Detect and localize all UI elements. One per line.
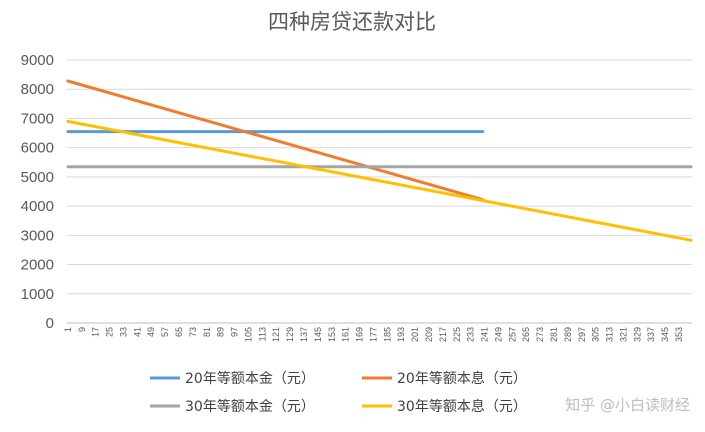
- series-line-4: [66, 119, 693, 242]
- y-tick-label: 7000: [21, 110, 54, 127]
- x-tick-label: 233: [466, 327, 476, 342]
- x-tick-label: 321: [618, 327, 628, 342]
- x-tick-label: 145: [313, 327, 323, 342]
- x-tick-label: 81: [202, 327, 212, 337]
- x-axis-ticks: 1 9 17 25 33 41 49 57 65 73 81 89 97 105 113 121 129 137 1…: [63, 327, 684, 342]
- x-tick-label: 209: [424, 327, 434, 342]
- x-tick-label: 201: [410, 327, 420, 342]
- x-tick-label: 225: [452, 327, 462, 342]
- legend-label: 20年等额本金（元）: [185, 370, 315, 387]
- x-tick-label: 33: [118, 327, 128, 337]
- x-tick-label: 345: [660, 327, 670, 342]
- x-tick-label: 41: [132, 327, 142, 337]
- x-tick-label: 273: [535, 327, 545, 342]
- x-tick-label: 217: [438, 327, 448, 342]
- legend-label: 30年等额本息（元）: [397, 398, 527, 415]
- x-tick-label: 161: [341, 327, 351, 342]
- x-tick-label: 169: [355, 327, 365, 342]
- x-tick-label: 297: [577, 327, 587, 342]
- x-tick-label: 193: [396, 327, 406, 342]
- x-tick-label: 305: [591, 327, 601, 342]
- x-tick-label: 73: [188, 327, 198, 337]
- series-line-2: [66, 79, 485, 202]
- watermark: 知乎 @小白读财经: [565, 396, 690, 414]
- y-tick-label: 9000: [21, 52, 54, 69]
- y-tick-label: 3000: [21, 227, 54, 244]
- x-tick-label: 17: [91, 327, 101, 337]
- x-tick-label: 57: [160, 327, 170, 337]
- x-tick-label: 105: [243, 327, 253, 342]
- y-tick-label: 6000: [21, 140, 54, 157]
- x-tick-label: 97: [230, 327, 240, 337]
- x-tick-label: 137: [299, 327, 309, 342]
- x-tick-label: 1: [63, 327, 73, 332]
- y-tick-label: 5000: [21, 169, 54, 186]
- y-tick-label: 2000: [21, 257, 54, 274]
- y-axis-ticks: 0 1000 2000 3000 4000 5000 6000 7000 8000 9000: [21, 52, 54, 332]
- x-tick-label: 265: [521, 327, 531, 342]
- y-tick-label: 1000: [21, 286, 54, 303]
- legend-label: 30年等额本金（元）: [185, 398, 315, 415]
- x-tick-label: 9: [77, 327, 87, 332]
- legend: 20年等额本金（元） 20年等额本息（元） 30年等额本金（元） 30年等额本息（元）: [150, 370, 527, 415]
- x-tick-label: 281: [549, 327, 559, 342]
- y-tick-label: 0: [46, 315, 54, 332]
- x-tick-label: 177: [368, 327, 378, 342]
- chart-title: 四种房贷还款对比: [268, 10, 436, 34]
- legend-label: 20年等额本息（元）: [397, 370, 527, 387]
- series-lines: [66, 79, 693, 242]
- x-tick-label: 121: [271, 327, 281, 342]
- x-tick-label: 329: [632, 327, 642, 342]
- x-tick-label: 25: [105, 327, 115, 337]
- x-tick-label: 249: [493, 327, 503, 342]
- gridlines: [67, 59, 692, 324]
- x-tick-label: 353: [674, 327, 684, 342]
- x-tick-label: 337: [646, 327, 656, 342]
- x-tick-label: 113: [257, 327, 267, 341]
- x-tick-label: 129: [285, 327, 295, 342]
- y-tick-label: 4000: [21, 198, 54, 215]
- x-tick-label: 313: [605, 327, 615, 342]
- x-tick-label: 241: [480, 327, 490, 342]
- x-tick-label: 257: [507, 327, 517, 342]
- x-tick-label: 185: [382, 327, 392, 342]
- x-tick-label: 153: [327, 327, 337, 342]
- y-tick-label: 8000: [21, 81, 54, 98]
- x-tick-label: 289: [563, 327, 573, 342]
- x-tick-label: 65: [174, 327, 184, 337]
- x-tick-label: 89: [216, 327, 226, 337]
- x-tick-label: 49: [146, 327, 156, 337]
